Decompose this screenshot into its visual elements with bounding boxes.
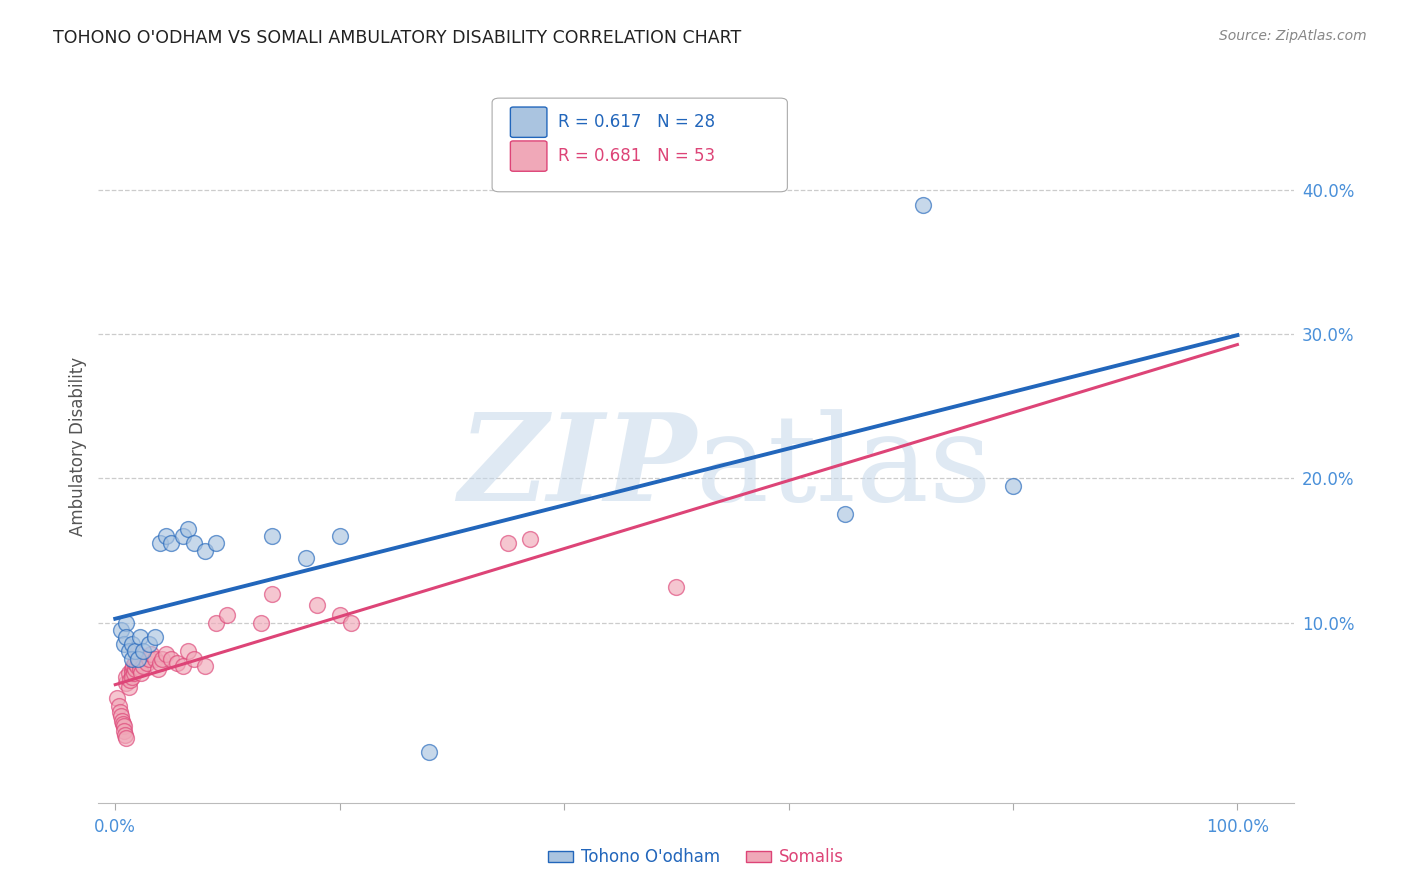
Point: [138, 651, 160, 665]
Point: [122, 658, 145, 673]
Point: [112, 716, 135, 731]
Point: [107, 699, 129, 714]
Point: [834, 508, 856, 522]
Point: [112, 723, 135, 738]
Point: [110, 709, 132, 723]
Point: [155, 648, 177, 662]
Point: [115, 731, 138, 745]
Point: [114, 728, 136, 742]
Point: [183, 536, 205, 550]
Text: atlas: atlas: [696, 409, 993, 526]
Point: [262, 529, 284, 543]
Point: [262, 587, 284, 601]
Text: R = 0.617   N = 28: R = 0.617 N = 28: [558, 113, 716, 131]
Point: [121, 651, 143, 665]
Point: [149, 656, 172, 670]
Point: [217, 608, 239, 623]
Point: [129, 630, 152, 644]
Point: [118, 681, 141, 695]
Point: [121, 637, 143, 651]
Point: [172, 658, 194, 673]
Point: [418, 745, 440, 759]
Point: [121, 662, 143, 676]
Point: [108, 705, 131, 719]
Point: [132, 658, 155, 673]
Point: [143, 630, 166, 644]
Point: [115, 630, 138, 644]
Point: [340, 615, 363, 630]
Point: [107, 690, 129, 705]
Point: [329, 608, 352, 623]
Point: [177, 644, 200, 658]
Point: [149, 536, 172, 550]
Point: [150, 651, 173, 665]
Point: [172, 529, 194, 543]
Point: [141, 648, 163, 662]
Point: [295, 550, 318, 565]
Point: [194, 543, 217, 558]
Legend: Tohono O'odham, Somalis: Tohono O'odham, Somalis: [541, 842, 851, 873]
Point: [205, 615, 228, 630]
Point: [160, 536, 183, 550]
Point: [665, 580, 688, 594]
Point: [183, 651, 205, 665]
Point: [115, 670, 138, 684]
Point: [115, 615, 138, 630]
Point: [143, 651, 166, 665]
Point: [124, 644, 146, 658]
Point: [519, 532, 541, 546]
Point: [160, 651, 183, 665]
Point: [138, 637, 160, 651]
Point: [125, 658, 148, 673]
Point: [115, 676, 138, 690]
Point: [124, 666, 146, 681]
Point: [127, 651, 149, 665]
Text: TOHONO O'ODHAM VS SOMALI AMBULATORY DISABILITY CORRELATION CHART: TOHONO O'ODHAM VS SOMALI AMBULATORY DISA…: [53, 29, 742, 46]
Text: Source: ZipAtlas.com: Source: ZipAtlas.com: [1219, 29, 1367, 43]
Point: [135, 656, 157, 670]
Point: [166, 656, 188, 670]
Text: ZIP: ZIP: [458, 409, 696, 526]
Point: [112, 637, 135, 651]
Point: [128, 656, 150, 670]
Point: [124, 656, 146, 670]
Point: [121, 666, 143, 681]
Point: [112, 719, 135, 733]
Point: [194, 658, 217, 673]
Point: [121, 670, 143, 684]
Point: [146, 662, 169, 676]
Point: [118, 644, 141, 658]
Point: [110, 623, 132, 637]
Point: [124, 662, 146, 676]
Point: [496, 536, 519, 550]
Point: [912, 197, 935, 211]
Text: R = 0.681   N = 53: R = 0.681 N = 53: [558, 147, 716, 165]
Y-axis label: Ambulatory Disability: Ambulatory Disability: [69, 357, 87, 535]
Point: [155, 529, 177, 543]
Point: [127, 651, 149, 665]
Point: [329, 529, 352, 543]
Point: [118, 666, 141, 681]
Point: [129, 662, 152, 676]
Point: [111, 714, 134, 728]
Point: [250, 615, 273, 630]
Point: [205, 536, 228, 550]
Point: [307, 599, 329, 613]
Point: [127, 648, 149, 662]
Point: [132, 644, 155, 658]
Point: [1001, 478, 1024, 492]
Point: [129, 666, 152, 681]
Point: [118, 673, 141, 688]
Point: [177, 522, 200, 536]
